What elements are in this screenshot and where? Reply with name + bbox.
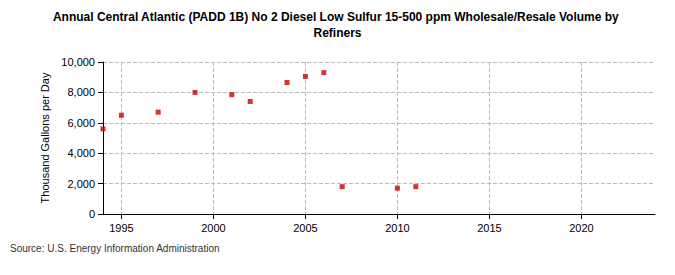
svg-text:Annual Central Atlantic (PADD: Annual Central Atlantic (PADD 1B) No 2 D… xyxy=(53,10,622,24)
svg-text:2020: 2020 xyxy=(569,222,593,234)
svg-text:2010: 2010 xyxy=(385,222,409,234)
svg-text:1995: 1995 xyxy=(109,222,133,234)
svg-text:0: 0 xyxy=(89,208,95,220)
svg-text:4,000: 4,000 xyxy=(67,147,95,159)
svg-text:Source: U.S. Energy Informatio: Source: U.S. Energy Information Administ… xyxy=(10,243,220,254)
svg-text:Refiners: Refiners xyxy=(313,26,361,40)
svg-text:6,000: 6,000 xyxy=(67,117,95,129)
svg-text:2015: 2015 xyxy=(477,222,501,234)
svg-text:10,000: 10,000 xyxy=(61,56,95,68)
svg-text:2000: 2000 xyxy=(201,222,225,234)
svg-text:2,000: 2,000 xyxy=(67,178,95,190)
svg-text:2005: 2005 xyxy=(293,222,317,234)
svg-text:Thousand Gallons per Day: Thousand Gallons per Day xyxy=(39,72,51,203)
svg-text:8,000: 8,000 xyxy=(67,86,95,98)
